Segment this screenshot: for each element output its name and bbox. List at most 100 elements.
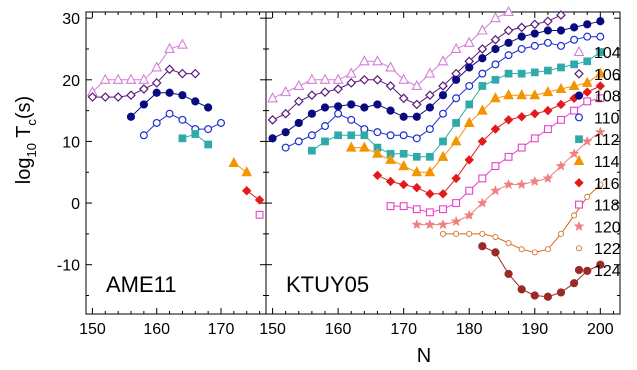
data-point (151, 78, 162, 88)
data-point (476, 197, 488, 208)
data-point (399, 131, 408, 140)
data-point (596, 32, 605, 41)
data-point (544, 66, 552, 75)
data-point (372, 170, 383, 181)
data-point (568, 79, 580, 90)
data-point (307, 131, 316, 140)
data-point (178, 115, 187, 124)
data-point (543, 26, 552, 35)
legend-label: 110 (594, 110, 620, 127)
data-point (503, 5, 514, 17)
data-point (596, 17, 605, 26)
data-point (477, 136, 488, 147)
data-point (267, 92, 278, 103)
data-point (558, 230, 565, 237)
data-point (490, 124, 501, 134)
data-point (504, 38, 513, 47)
data-point (398, 93, 409, 104)
x-tick-label: 160 (325, 321, 352, 338)
data-point (439, 137, 447, 146)
data-point (466, 230, 473, 237)
data-point (517, 285, 526, 294)
data-point (385, 153, 396, 164)
data-point (281, 143, 290, 152)
data-point (334, 102, 343, 111)
series-line-118 (390, 97, 601, 213)
data-point (165, 88, 174, 97)
data-point (87, 92, 98, 102)
series-114 (345, 67, 606, 177)
data-point (412, 205, 421, 214)
data-point (570, 279, 579, 288)
data-point (190, 68, 201, 79)
legend-item-124: 124 (574, 263, 621, 280)
data-point (425, 90, 435, 101)
data-point (411, 218, 423, 230)
series-114 (228, 156, 253, 177)
data-point (412, 112, 421, 121)
legend-item-104: 104 (573, 45, 621, 62)
data-point (425, 208, 434, 217)
data-point (452, 199, 461, 208)
data-point (596, 260, 605, 269)
data-point (556, 10, 566, 20)
data-point (479, 230, 486, 237)
data-point (399, 149, 408, 158)
legend-item-116: 116 (574, 176, 620, 193)
data-point (557, 115, 565, 124)
data-point (543, 105, 553, 116)
data-point (359, 74, 370, 85)
data-point (543, 125, 552, 134)
data-point (477, 44, 488, 54)
data-point (126, 90, 136, 101)
data-point (294, 137, 303, 146)
y-tick-label: 30 (62, 11, 80, 28)
data-point (398, 179, 409, 190)
data-point (582, 87, 592, 97)
data-point (385, 61, 396, 72)
data-point (529, 19, 540, 30)
data-point (531, 249, 538, 256)
data-point (320, 87, 330, 97)
data-point (267, 115, 278, 125)
data-point (595, 67, 606, 78)
y-tick-label: 10 (62, 134, 80, 151)
legend-label: 112 (594, 132, 620, 149)
data-point (517, 32, 526, 41)
data-point (490, 34, 501, 45)
panel-ktuy05: 150 160 170 180 190 200 KTUY05 (259, 5, 621, 338)
legend-marker (574, 91, 584, 100)
data-point (112, 73, 124, 84)
data-point (463, 36, 475, 47)
x-tick-label: 200 (587, 321, 614, 338)
data-point (177, 68, 188, 79)
data-point (385, 81, 396, 91)
data-point (465, 81, 474, 90)
data-point (516, 178, 528, 190)
data-point (478, 82, 487, 90)
data-point (438, 81, 448, 91)
data-point (581, 135, 593, 147)
data-point (164, 64, 175, 75)
data-point (293, 79, 305, 91)
data-point (557, 63, 565, 72)
data-point (476, 24, 488, 35)
data-point (399, 202, 408, 211)
data-point (463, 116, 475, 127)
legend-marker (574, 113, 583, 122)
data-point (544, 246, 551, 253)
x-tick-label: 160 (143, 321, 170, 338)
data-point (204, 125, 213, 134)
data-point (556, 288, 566, 297)
data-point (451, 173, 461, 184)
legend-marker (573, 154, 585, 165)
series-118 (386, 94, 605, 217)
data-point (478, 69, 487, 78)
y-tick-label: -10 (57, 258, 80, 275)
data-point (411, 79, 423, 91)
data-point (517, 44, 526, 53)
data-point (125, 73, 137, 84)
data-point (556, 26, 566, 35)
data-point (543, 38, 552, 47)
legend-label: 104 (594, 45, 621, 62)
